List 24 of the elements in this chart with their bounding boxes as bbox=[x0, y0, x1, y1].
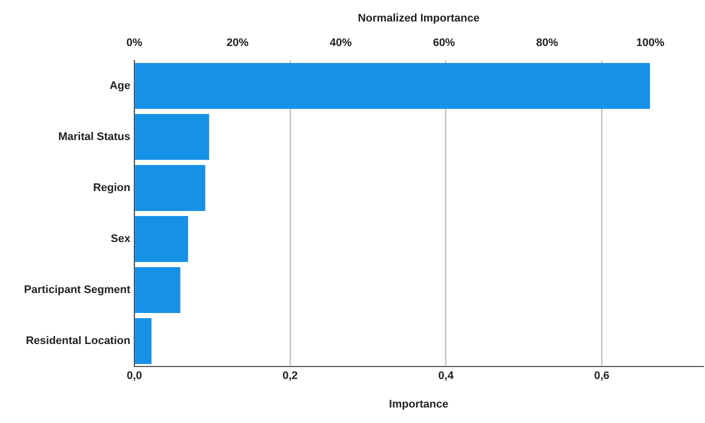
y-tick-label: Age bbox=[110, 80, 130, 92]
x-tick-label: 0,4 bbox=[438, 370, 454, 382]
bar bbox=[135, 165, 206, 211]
y-tick-label: Residental Location bbox=[26, 335, 131, 348]
x-tick-label: 0,0 bbox=[126, 370, 142, 382]
bar bbox=[135, 62, 650, 109]
x-axis-title: Importance bbox=[389, 398, 448, 410]
y-tick-label: Sex bbox=[110, 233, 132, 246]
bar bbox=[135, 114, 210, 160]
x2-tick-label: 80% bbox=[536, 36, 558, 49]
x-tick-label: 0,6 bbox=[594, 370, 610, 382]
x2-tick-label: 20% bbox=[226, 36, 249, 49]
bar bbox=[135, 216, 188, 262]
x2-axis-title: Normalized Importance bbox=[358, 12, 480, 25]
x2-tick-label: 40% bbox=[330, 36, 352, 49]
bar bbox=[135, 267, 180, 314]
x-tick-label: 0,2 bbox=[282, 370, 298, 382]
y-tick-label: Participant Segment bbox=[24, 284, 131, 296]
x2-tick-label: 100% bbox=[636, 36, 665, 49]
x2-tick-label: 60% bbox=[432, 36, 456, 49]
bar bbox=[135, 318, 152, 364]
y-tick-label: Region bbox=[93, 182, 131, 194]
y-tick-label: Marital Status bbox=[58, 130, 130, 143]
x2-tick-label: 0% bbox=[126, 36, 143, 49]
